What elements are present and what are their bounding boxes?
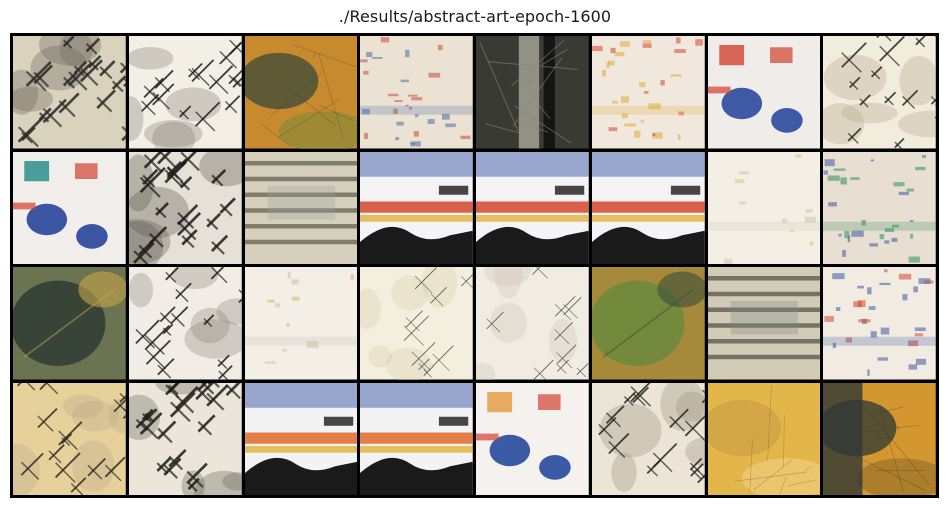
- generated-image-tile: [360, 151, 473, 264]
- image-grid: [10, 33, 939, 498]
- generated-image-tile: [244, 267, 358, 380]
- generated-image-tile: [823, 382, 936, 495]
- figure-title: ./Results/abstract-art-epoch-1600: [338, 7, 612, 26]
- generated-image-tile: [707, 267, 821, 380]
- generated-image-tile: [823, 267, 936, 380]
- generated-image-tile: [128, 267, 242, 380]
- generated-image-tile: [476, 382, 589, 495]
- generated-image-tile: [476, 36, 589, 149]
- generated-image-tile: [476, 267, 589, 380]
- generated-image-tile: [244, 151, 358, 264]
- generated-image-tile: [476, 151, 589, 264]
- generated-image-tile: [823, 36, 936, 149]
- generated-image-tile: [360, 267, 473, 380]
- generated-image-tile: [823, 151, 936, 264]
- generated-image-tile: [360, 36, 473, 149]
- generated-image-tile: [128, 382, 242, 495]
- generated-image-tile: [13, 151, 126, 264]
- generated-image-tile: [591, 36, 705, 149]
- generated-image-tile: [707, 382, 821, 495]
- generated-image-tile: [707, 36, 821, 149]
- generated-image-tile: [13, 382, 126, 495]
- generated-image-tile: [360, 382, 473, 495]
- generated-image-tile: [591, 151, 705, 264]
- generated-image-tile: [128, 151, 242, 264]
- generated-image-tile: [128, 36, 242, 149]
- generated-image-tile: [13, 267, 126, 380]
- generated-image-tile: [13, 36, 126, 149]
- generated-image-tile: [244, 382, 358, 495]
- generated-image-tile: [591, 267, 705, 380]
- generated-image-tile: [591, 382, 705, 495]
- generated-image-tile: [244, 36, 358, 149]
- generated-image-tile: [707, 151, 821, 264]
